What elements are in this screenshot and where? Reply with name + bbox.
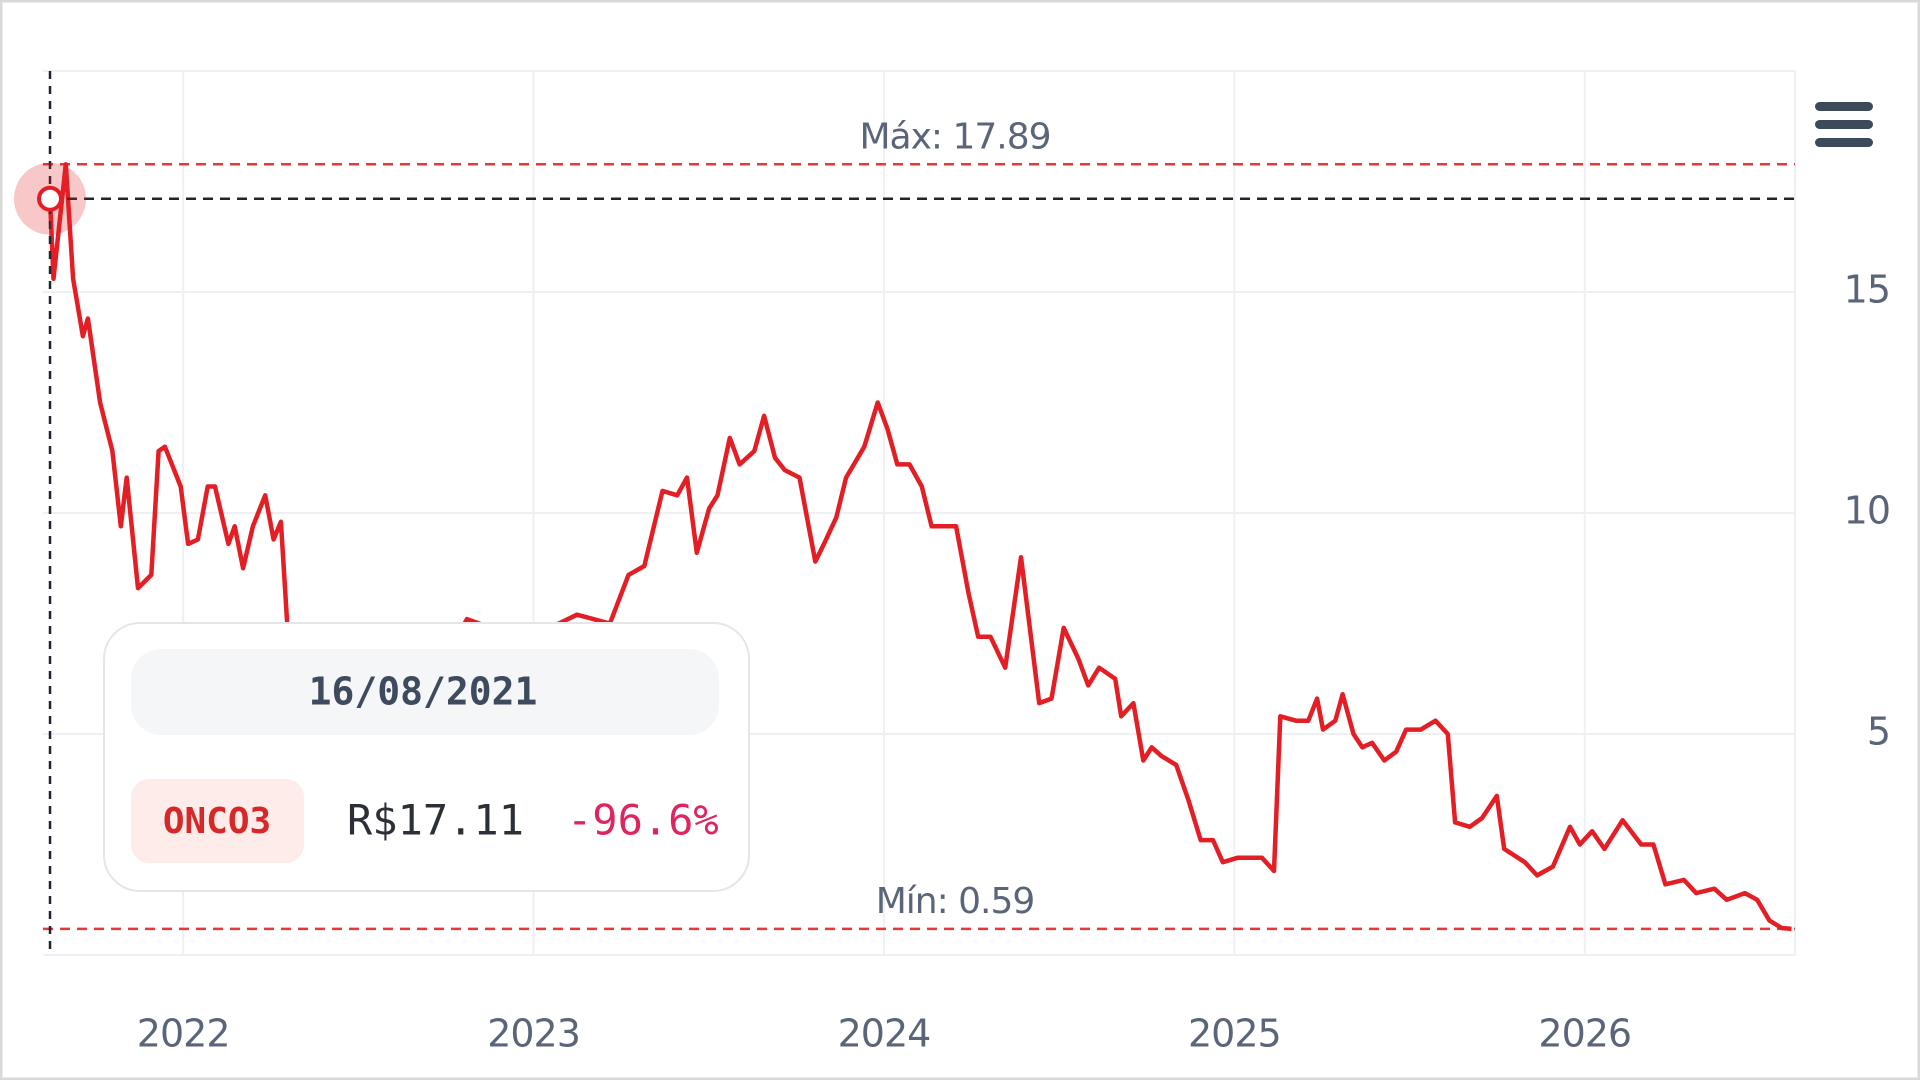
tooltip-date-pill [131,649,719,735]
lines [47,162,1792,932]
menu-bar [1815,120,1873,129]
reference-lines: Máx: 17.89 Mín: 0.59 [43,116,1795,931]
reference-label: Máx: 17.89 [859,116,1050,157]
menu-icon[interactable] [1815,102,1873,147]
menu-bar [1815,102,1873,111]
hover-point [37,185,64,212]
x-tick-label: 2023 [487,1012,580,1056]
tooltip-price: R$17.11 [347,796,524,845]
price-line [47,162,1792,932]
x-tick-label: 2026 [1538,1012,1631,1056]
tooltip-ticker-pill [131,779,304,863]
tooltip-ticker: ONCO3 [163,801,271,842]
x-tick-label: 2022 [137,1012,230,1056]
crosshair [14,71,1795,955]
menu-bar [1815,138,1873,147]
tooltip: 16/08/2021 ONCO3 R$17.11 -96.6% [103,622,750,892]
x-tick-label: 2025 [1188,1012,1281,1056]
tooltip-change: -96.6% [567,796,719,845]
y-tick-label: 5 [1867,710,1890,754]
y-tick-label: 10 [1844,489,1890,533]
x-tick-label: 2024 [838,1012,931,1056]
y-tick-label: 15 [1844,268,1890,312]
reference-label: Mín: 0.59 [876,881,1035,922]
tooltip-date: 16/08/2021 [309,670,538,714]
